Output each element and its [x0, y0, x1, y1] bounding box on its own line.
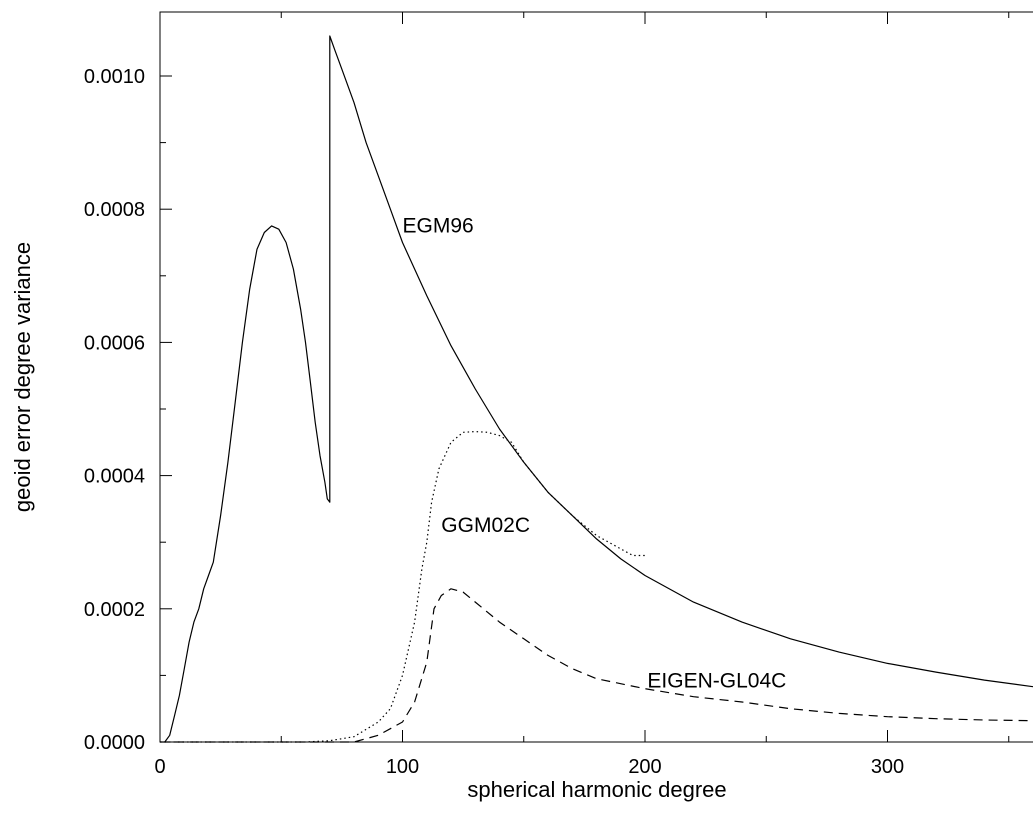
curve-label-egm96: EGM96 [403, 215, 474, 238]
series-group [160, 35, 1033, 743]
x-tick-label: 100 [386, 756, 419, 778]
curve-label-eigen-gl04c: EIGEN-GL04C [647, 670, 786, 693]
x-tick-label: 200 [628, 756, 661, 778]
series-line-eigen-gl04c [160, 588, 1033, 743]
series-line-egm96 [164, 35, 1033, 743]
axis-ticks [159, 12, 1010, 743]
tick-labels: 0 100 200 300 0.0000 0.0002 0.0004 0.0006 0.0008… [84, 66, 904, 778]
y-tick-label: 0.0008 [84, 199, 145, 221]
x-axis-title: spherical harmonic degree [467, 777, 726, 802]
curve-label-ggm02c: GGM02C [441, 514, 530, 537]
y-tick-label: 0.0004 [84, 466, 145, 488]
y-axis-title: geoid error degree variance [10, 242, 35, 512]
y-tick-label: 0.0006 [84, 332, 145, 354]
curve-labels: EGM96 GGM02C EIGEN-GL04C [403, 215, 787, 693]
y-tick-label: 0.0010 [84, 66, 145, 88]
y-tick-label: 0.0002 [84, 599, 145, 621]
y-tick-label: 0.0000 [84, 732, 145, 754]
x-tick-label: 0 [154, 756, 165, 778]
plot-frame [159, 11, 1033, 743]
series-line-ggm02c [160, 431, 645, 743]
x-tick-label: 300 [871, 756, 904, 778]
